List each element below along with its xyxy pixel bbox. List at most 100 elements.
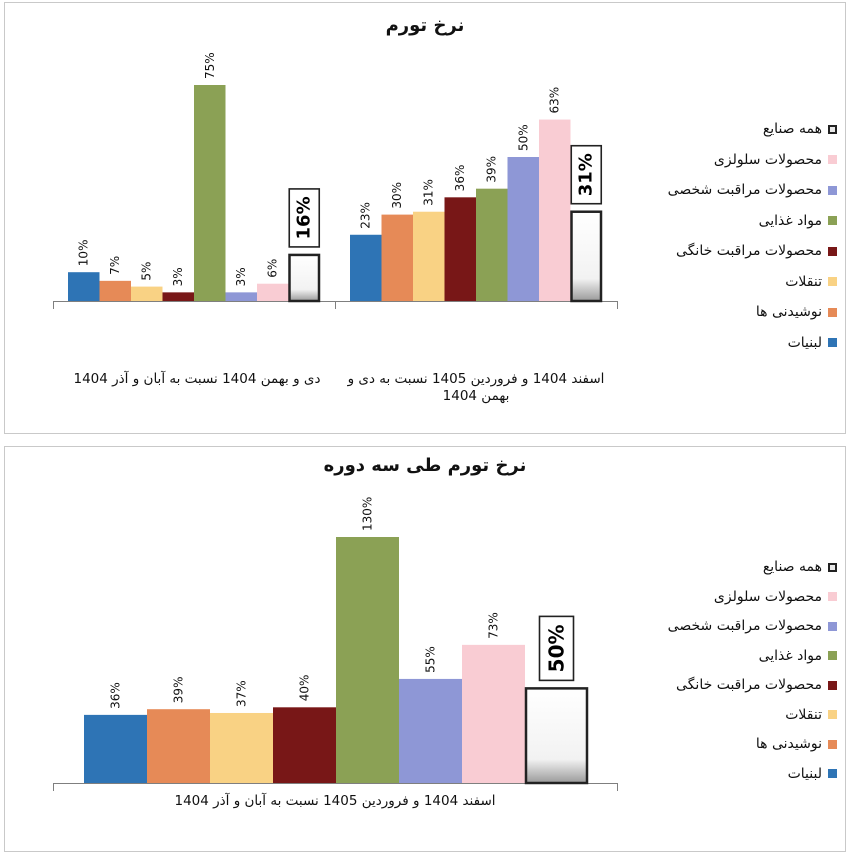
legend-label: محصولات مراقبت خانگی: [676, 677, 822, 693]
bar-2-5: [476, 188, 508, 301]
bar-chart-2: 36% 39% 37% 40% 130% 55% 73% 50%: [53, 497, 618, 791]
legend-item: نوشیدنی ها: [756, 304, 837, 320]
legend-item: همه صنایع: [763, 121, 837, 137]
bar-1-8: [288, 253, 321, 303]
bar-1-4: [162, 292, 194, 301]
bar-2-3: [413, 211, 445, 301]
highlight-label-box: [538, 615, 575, 682]
data-label: 7%: [108, 256, 122, 275]
legend-item: محصولات مراقبت خانگی: [676, 677, 837, 693]
legend-swatch: [828, 216, 837, 225]
data-label: 37%: [235, 680, 249, 707]
legend-label: محصولات مراقبت شخصی: [667, 182, 822, 198]
bar-1-4: [273, 707, 336, 783]
data-label: 55%: [424, 646, 438, 673]
data-label: 39%: [485, 156, 499, 183]
bar-chart-1: 10% 7% 5% 3% 75% 3% 6% 16% 23% 30% 31% 36% 39% 50% 63%…: [53, 52, 618, 309]
bar-1-7: [257, 283, 289, 301]
legend-item: تنقلات: [785, 707, 837, 723]
legend-item: همه صنایع: [763, 559, 837, 575]
data-label: 36%: [109, 682, 123, 709]
data-label: 3%: [171, 267, 185, 286]
legend-label: همه صنایع: [762, 559, 822, 575]
legend-label: مواد غذایی: [758, 212, 822, 229]
legend-label: لبنیات: [787, 334, 822, 351]
legend-item: محصولات مراقبت شخصی: [668, 182, 837, 198]
legend-label: مواد غذایی: [758, 647, 822, 664]
data-label: 40%: [298, 675, 312, 702]
legend-label: لبنیات: [787, 765, 822, 782]
legend-item: مواد غذایی: [759, 213, 837, 229]
legend-item: نوشیدنی ها: [756, 736, 837, 752]
data-label: 6%: [266, 259, 280, 278]
data-label: 23%: [359, 202, 373, 229]
legend-swatch: [828, 307, 837, 317]
legend-label: نوشیدنی ها: [755, 304, 822, 320]
bar-1-1: [84, 714, 147, 783]
legend-item: محصولات مراقبت خانگی: [676, 243, 837, 259]
legend-item: لبنیات: [788, 335, 837, 351]
data-label: 5%: [140, 262, 154, 281]
bar-1-3: [131, 286, 163, 301]
legend-item: محصولات مراقبت شخصی: [668, 618, 837, 634]
chart-title: نرخ تورم: [385, 15, 465, 36]
bar-1-8: [524, 687, 589, 785]
legend-swatch: [828, 338, 837, 347]
legend-swatch: [828, 592, 837, 601]
data-label: 31%: [576, 153, 597, 196]
legend-item: مواد غذایی: [759, 648, 837, 664]
data-label: 50%: [545, 624, 569, 672]
legend-label: تنقلات: [785, 706, 822, 723]
legend: همه صنایع محصولات سلولزی محصولات مراقبت شخ…: [625, 559, 837, 799]
bar-1-5: [336, 537, 399, 783]
category-label: دی و بهمن 1404 نسبت به آبان و آذر 1404: [73, 371, 321, 387]
category-label: اسفند 1404 و فروردین 1405 نسبت به دی و ب…: [347, 371, 605, 404]
legend: همه صنایع محصولات سلولزی محصولات مراقبت شخ…: [625, 121, 837, 361]
legend-swatch: [828, 651, 837, 660]
bar-2-6: [507, 157, 539, 301]
legend-swatch: [828, 621, 837, 631]
legend-swatch: [828, 155, 837, 164]
bar-1-3: [210, 712, 273, 783]
legend-label: تنقلات: [785, 273, 822, 290]
legend-item: محصولات سلولزی: [714, 589, 837, 605]
data-label: 30%: [390, 182, 404, 209]
data-label: 63%: [548, 87, 562, 114]
legend-label: نوشیدنی ها: [755, 736, 822, 752]
legend-swatch: [828, 739, 837, 749]
data-label: 31%: [422, 179, 436, 206]
chart-panel-2: نرخ تورم طی سه دوره 36% 39% 37% 40% 130% 55% 7…: [4, 446, 846, 852]
bar-1-5: [194, 85, 226, 301]
legend-label: محصولات سلولزی: [713, 588, 822, 605]
data-label: 3%: [234, 267, 248, 286]
legend-item: محصولات سلولزی: [714, 152, 837, 168]
legend-swatch: [828, 680, 837, 690]
highlight-label-box: [570, 144, 603, 205]
bar-2-2: [381, 214, 413, 301]
data-label: 16%: [294, 196, 315, 239]
legend-label: محصولات سلولزی: [713, 151, 822, 168]
bar-2-8: [570, 210, 603, 303]
data-label: 10%: [77, 240, 91, 267]
bar-2-7: [539, 119, 571, 301]
bar-1-2: [147, 709, 210, 783]
data-label: 36%: [453, 165, 467, 192]
legend-label: محصولات مراقبت خانگی: [676, 243, 822, 259]
bar-2-1: [350, 234, 382, 301]
data-label: 73%: [487, 612, 501, 639]
legend-swatch: [828, 562, 837, 572]
data-label: 39%: [172, 677, 186, 704]
legend-label: همه صنایع: [762, 121, 822, 137]
chart-panel-1: نرخ تورم 10% 7% 5% 3% 75% 3% 6% 16% 23% 30% 31% 36%…: [4, 2, 846, 434]
bar-1-6: [399, 678, 462, 783]
bar-2-4: [444, 197, 476, 301]
legend-swatch: [828, 185, 837, 195]
legend-item: لبنیات: [788, 766, 837, 782]
legend-swatch: [828, 277, 837, 286]
data-label: 50%: [516, 124, 530, 151]
data-label: 130%: [361, 497, 375, 531]
highlight-label-box: [288, 188, 321, 248]
chart-title: نرخ تورم طی سه دوره: [323, 455, 527, 476]
legend-swatch: [828, 246, 837, 256]
bar-1-6: [225, 292, 257, 301]
